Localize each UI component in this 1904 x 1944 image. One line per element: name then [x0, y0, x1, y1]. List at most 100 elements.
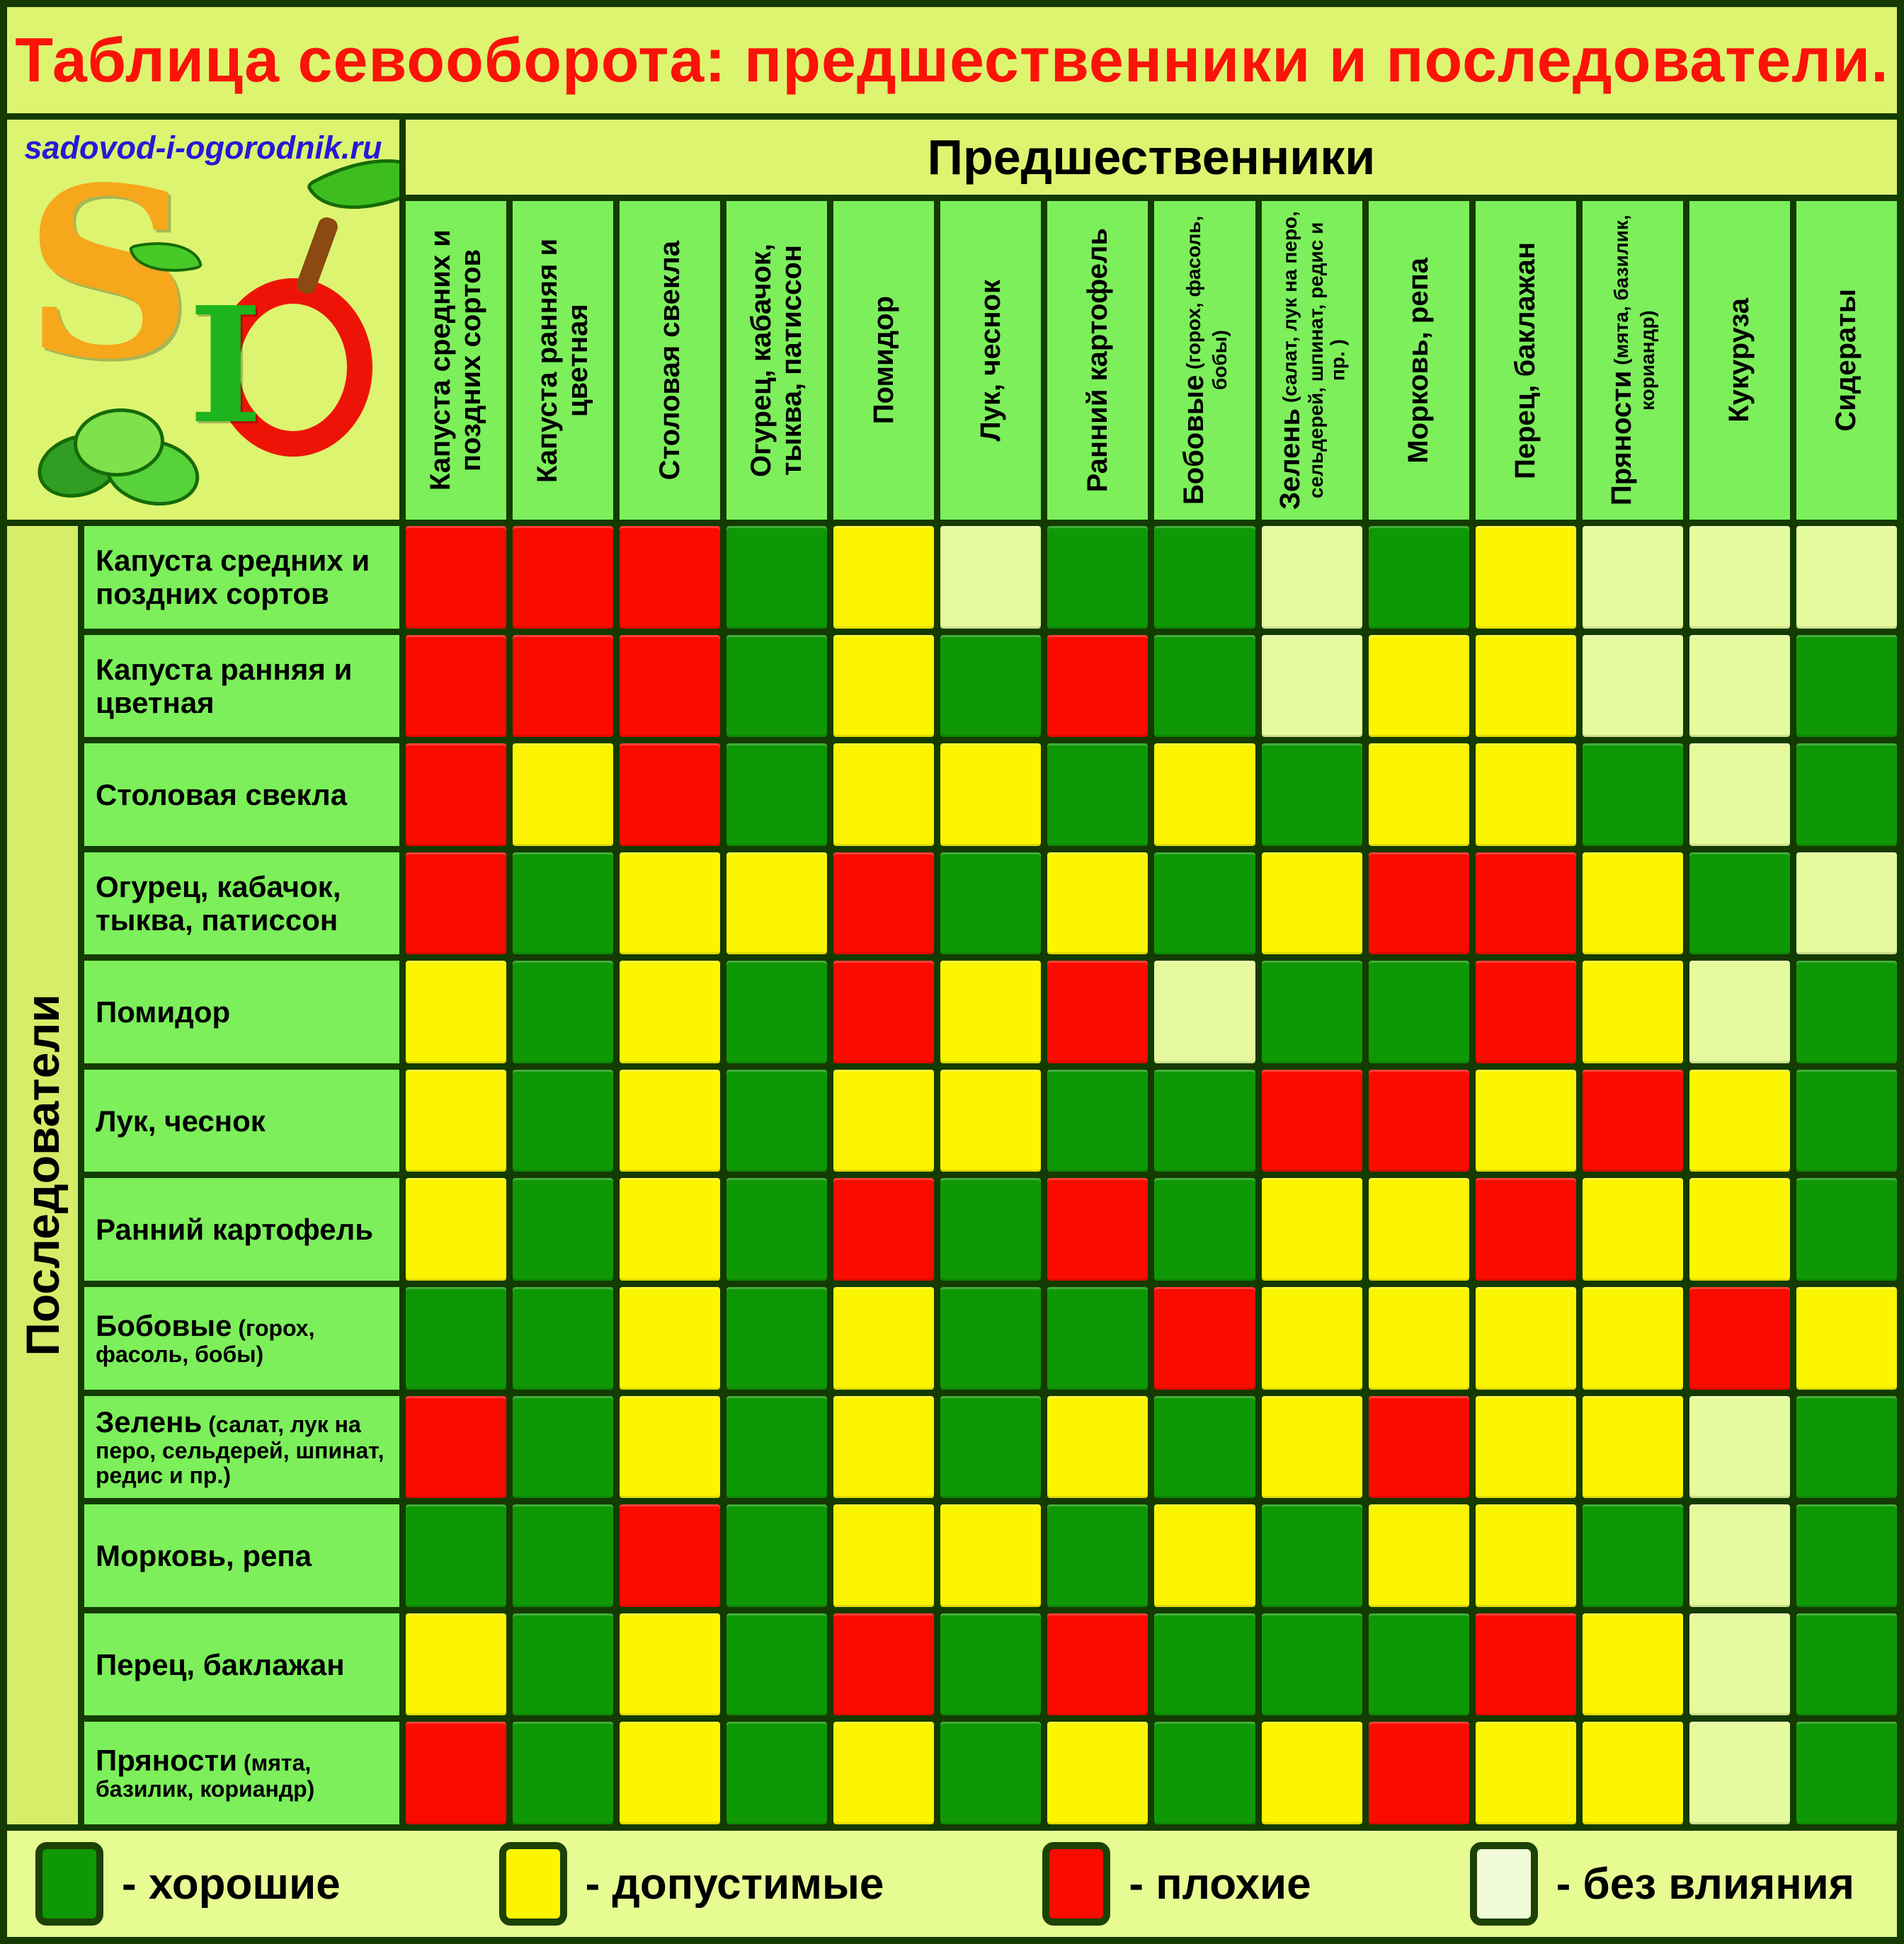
legend-swatch-bad	[1042, 1842, 1111, 1926]
matrix-cell-r5-c10	[1368, 961, 1469, 1063]
column-header: Столовая свекла	[620, 201, 721, 520]
matrix-cell-r2-c1	[406, 634, 507, 738]
matrix-cell-r1-c6	[940, 526, 1042, 629]
matrix-cell-r9-c14	[1796, 1395, 1897, 1499]
legend: - хорошие - допустимые - плохие - без влиян…	[7, 1831, 1897, 1937]
matrix-cell-r11-c14	[1796, 1613, 1897, 1716]
matrix-cell-r10-c2	[513, 1504, 614, 1607]
row-label: Бобовые (горох, фасоль, бобы)	[84, 1287, 399, 1390]
matrix-cell-r1-c2	[513, 526, 614, 629]
matrix-cell-r3-c8	[1154, 743, 1255, 846]
matrix-cell-r11-c11	[1475, 1613, 1576, 1716]
matrix-cell-r7-c8	[1154, 1178, 1255, 1281]
row-label: Помидор	[84, 961, 399, 1063]
matrix-cell-r4-c12	[1582, 852, 1683, 955]
matrix-cell-r1-c11	[1475, 526, 1576, 629]
matrix-cell-r1-c12	[1582, 526, 1683, 629]
matrix-cell-r6-c12	[1582, 1069, 1683, 1172]
matrix-cell-r9-c1	[406, 1395, 507, 1499]
matrix-cell-r4-c7	[1047, 852, 1148, 955]
matrix-cell-r7-c5	[833, 1178, 935, 1281]
matrix-cell-r12-c8	[1154, 1722, 1255, 1824]
matrix-cell-r5-c12	[1582, 961, 1683, 1063]
logo-cabbage-icon	[29, 405, 221, 515]
column-header: Перец, баклажан	[1475, 201, 1576, 520]
matrix-cell-r8-c12	[1582, 1287, 1683, 1390]
page-title: Таблица севооборота: предшественники и п…	[15, 25, 1889, 95]
matrix-cell-r12-c5	[833, 1722, 935, 1824]
matrix-cell-r10-c7	[1047, 1504, 1148, 1607]
row-label: Лук, чеснок	[84, 1069, 399, 1172]
matrix-cell-r9-c5	[833, 1395, 935, 1499]
matrix-cell-r1-c10	[1368, 526, 1469, 629]
matrix-cell-r12-c13	[1689, 1722, 1790, 1824]
matrix-cell-r10-c8	[1154, 1504, 1255, 1607]
matrix-cell-r4-c3	[620, 852, 721, 955]
column-header: Огурец, кабачок, тыква, патиссон	[726, 201, 828, 520]
matrix-cell-r5-c9	[1261, 961, 1362, 1063]
column-header: Сидераты	[1796, 201, 1897, 520]
matrix-cell-r1-c14	[1796, 526, 1897, 629]
matrix-cell-r3-c9	[1261, 743, 1362, 846]
matrix-cell-r9-c12	[1582, 1395, 1683, 1499]
logo-letter-s: S	[24, 136, 193, 411]
column-header: Пряности (мята, базилик, кориандр)	[1582, 201, 1683, 520]
matrix-cell-r12-c12	[1582, 1722, 1683, 1824]
row-label: Капуста ранняя и цветная	[84, 634, 399, 738]
legend-item-bad: - плохие	[1042, 1842, 1311, 1926]
row-label: Огурец, кабачок, тыква, патиссон	[84, 852, 399, 955]
matrix-cell-r11-c6	[940, 1613, 1042, 1716]
matrix-cell-r4-c14	[1796, 852, 1897, 955]
matrix-cell-r3-c11	[1475, 743, 1576, 846]
matrix-cell-r7-c1	[406, 1178, 507, 1281]
matrix-cell-r10-c3	[620, 1504, 721, 1607]
matrix-cell-r10-c14	[1796, 1504, 1897, 1607]
matrix-cell-r3-c6	[940, 743, 1042, 846]
legend-item-acceptable: - допустимые	[498, 1842, 884, 1926]
matrix-cell-r2-c11	[1475, 634, 1576, 738]
logo-panel: sadovod-i-ogorodnik.ru S I	[7, 120, 399, 520]
legend-label: - хорошие	[122, 1859, 341, 1909]
matrix-cell-r3-c5	[833, 743, 935, 846]
matrix-cell-r4-c11	[1475, 852, 1576, 955]
matrix-cell-r12-c14	[1796, 1722, 1897, 1824]
matrix-cell-r2-c2	[513, 634, 614, 738]
matrix-cell-r10-c5	[833, 1504, 935, 1607]
matrix-cell-r9-c11	[1475, 1395, 1576, 1499]
legend-label: - без влияния	[1556, 1859, 1854, 1909]
matrix-cell-r1-c7	[1047, 526, 1148, 629]
row-label: Капуста средних и поздних сортов	[84, 526, 399, 629]
matrix-cell-r2-c4	[726, 634, 828, 738]
matrix-cell-r2-c8	[1154, 634, 1255, 738]
matrix-cell-r4-c4	[726, 852, 828, 955]
matrix-cell-r6-c8	[1154, 1069, 1255, 1172]
legend-item-good: - хорошие	[35, 1842, 341, 1926]
matrix-cell-r5-c13	[1689, 961, 1790, 1063]
matrix-cell-r8-c10	[1368, 1287, 1469, 1390]
matrix-cell-r10-c1	[406, 1504, 507, 1607]
matrix-cell-r3-c12	[1582, 743, 1683, 846]
column-header: Капуста средних и поздних сортов	[406, 201, 507, 520]
matrix-cell-r11-c13	[1689, 1613, 1790, 1716]
matrix-cell-r6-c5	[833, 1069, 935, 1172]
matrix-cell-r11-c9	[1261, 1613, 1362, 1716]
matrix-cell-r1-c13	[1689, 526, 1790, 629]
matrix-cell-r1-c4	[726, 526, 828, 629]
legend-swatch-good	[35, 1842, 103, 1926]
matrix-cell-r4-c9	[1261, 852, 1362, 955]
matrix-cell-r5-c1	[406, 961, 507, 1063]
matrix-cell-r6-c1	[406, 1069, 507, 1172]
matrix-cell-r3-c2	[513, 743, 614, 846]
matrix-cell-r8-c6	[940, 1287, 1042, 1390]
matrix-cell-r4-c6	[940, 852, 1042, 955]
matrix-cell-r11-c3	[620, 1613, 721, 1716]
matrix-cell-r6-c13	[1689, 1069, 1790, 1172]
matrix-cell-r7-c9	[1261, 1178, 1362, 1281]
column-header: Морковь, репа	[1368, 201, 1469, 520]
matrix-cell-r11-c12	[1582, 1613, 1683, 1716]
legend-swatch-acceptable	[498, 1842, 567, 1926]
row-label: Перец, баклажан	[84, 1613, 399, 1716]
matrix-cell-r4-c1	[406, 852, 507, 955]
rotation-grid: sadovod-i-ogorodnik.ru S I Предшественни…	[7, 120, 1897, 1824]
matrix-cell-r8-c7	[1047, 1287, 1148, 1390]
